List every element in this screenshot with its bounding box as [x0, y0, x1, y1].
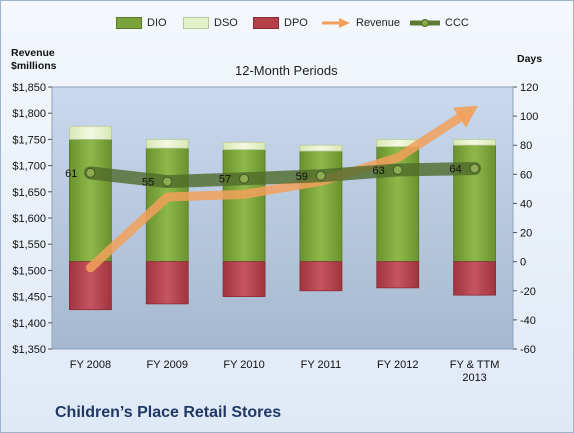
x-axis-tick-label: 2013	[462, 372, 486, 384]
legend-swatch-ccc	[410, 19, 440, 27]
legend-item-ccc: CCC	[410, 15, 469, 31]
left-axis-tick-label: $1,750	[12, 134, 46, 146]
bar-dpo	[222, 261, 266, 297]
right-axis-tick-label: 120	[520, 82, 538, 94]
left-axis-tick-label: $1,800	[12, 108, 46, 120]
legend-item-dpo: DPO	[253, 15, 308, 31]
left-axis-title-line2: $millions	[11, 60, 57, 72]
x-axis-tick-label: FY 2009	[147, 359, 188, 371]
legend-label-dpo: DPO	[284, 17, 308, 29]
chart-footer-title: Children’s Place Retail Stores	[55, 404, 282, 421]
right-axis-tick-label: -40	[520, 315, 536, 327]
bar-dso	[222, 141, 266, 150]
legend-swatch-dso	[183, 17, 209, 29]
bar-dio	[69, 138, 112, 263]
legend-label-dio: DIO	[147, 17, 167, 29]
left-axis-tick-label: $1,400	[12, 318, 46, 330]
bar-dso	[299, 144, 343, 152]
ccc-point	[85, 167, 96, 178]
bar-dso	[453, 138, 496, 146]
bar-dio	[299, 150, 343, 263]
x-axis-tick-label: FY 2010	[223, 359, 264, 371]
bar-dpo	[145, 261, 189, 305]
revenue-line	[85, 111, 468, 273]
left-axis-tick-label: $1,700	[12, 161, 46, 173]
legend-label-revenue: Revenue	[356, 17, 401, 29]
left-axis-tick-label: $1,650	[12, 187, 46, 199]
legend-label-ccc: CCC	[445, 17, 469, 29]
legend: DIO DSO DPO Revenue CCC	[0, 15, 574, 31]
left-axis-title-line1: Revenue	[11, 47, 55, 59]
x-axis-tick-label: FY 2008	[70, 359, 111, 371]
legend-swatch-dpo	[253, 17, 279, 29]
left-axis-tick-label: $1,500	[12, 265, 46, 277]
x-axis-tick-label: FY 2012	[377, 359, 418, 371]
left-axis-tick-label: $1,550	[12, 239, 46, 251]
bar-dpo	[376, 261, 420, 289]
ccc-data-label: 57	[219, 174, 231, 186]
right-axis-tick-label: -20	[520, 286, 536, 298]
chart-title: 12-Month Periods	[235, 63, 338, 78]
right-axis-tick-label: 60	[520, 169, 532, 181]
bar-dso	[145, 138, 189, 149]
right-axis-tick-label: -60	[520, 344, 536, 356]
ccc-data-label: 55	[142, 177, 154, 189]
right-axis-title: Days	[517, 53, 543, 65]
ccc-data-label: 59	[296, 171, 308, 183]
left-axis-tick-label: $1,450	[12, 292, 46, 304]
bar-dpo	[453, 261, 496, 296]
ccc-point	[469, 163, 480, 174]
legend-swatch-dio	[116, 17, 142, 29]
ccc-line	[83, 162, 482, 189]
bar-dso	[69, 125, 112, 140]
ccc-data-label: 61	[65, 168, 77, 180]
ccc-point	[392, 164, 403, 175]
x-axis-tick-label: FY & TTM	[450, 359, 500, 371]
legend-item-revenue: Revenue	[321, 15, 400, 31]
bar-dpo	[299, 261, 343, 292]
bar-dio	[222, 149, 266, 263]
legend-item-dio: DIO	[116, 15, 167, 31]
ccc-data-label: 64	[449, 164, 461, 176]
left-axis-tick-label: $1,350	[12, 344, 46, 356]
right-axis-tick-label: 20	[520, 228, 532, 240]
right-axis-tick-label: 40	[520, 198, 532, 210]
right-axis-tick-label: 80	[520, 140, 532, 152]
legend-item-dso: DSO	[183, 15, 238, 31]
revenue-arrowhead	[452, 105, 478, 128]
ccc-point	[239, 173, 250, 184]
left-axis-tick-label: $1,600	[12, 213, 46, 225]
legend-label-dso: DSO	[214, 17, 238, 29]
ccc-data-label: 63	[373, 165, 385, 177]
ccc-point	[315, 170, 326, 181]
left-axis-tick-label: $1,850	[12, 82, 46, 94]
ccc-point	[162, 176, 173, 187]
legend-swatch-revenue	[322, 18, 350, 28]
x-axis-tick-label: FY 2011	[301, 359, 342, 371]
right-axis-tick-label: 0	[520, 257, 526, 269]
left-axis-title: Revenue $millions	[11, 47, 57, 73]
right-axis-tick-label: 100	[520, 111, 538, 123]
